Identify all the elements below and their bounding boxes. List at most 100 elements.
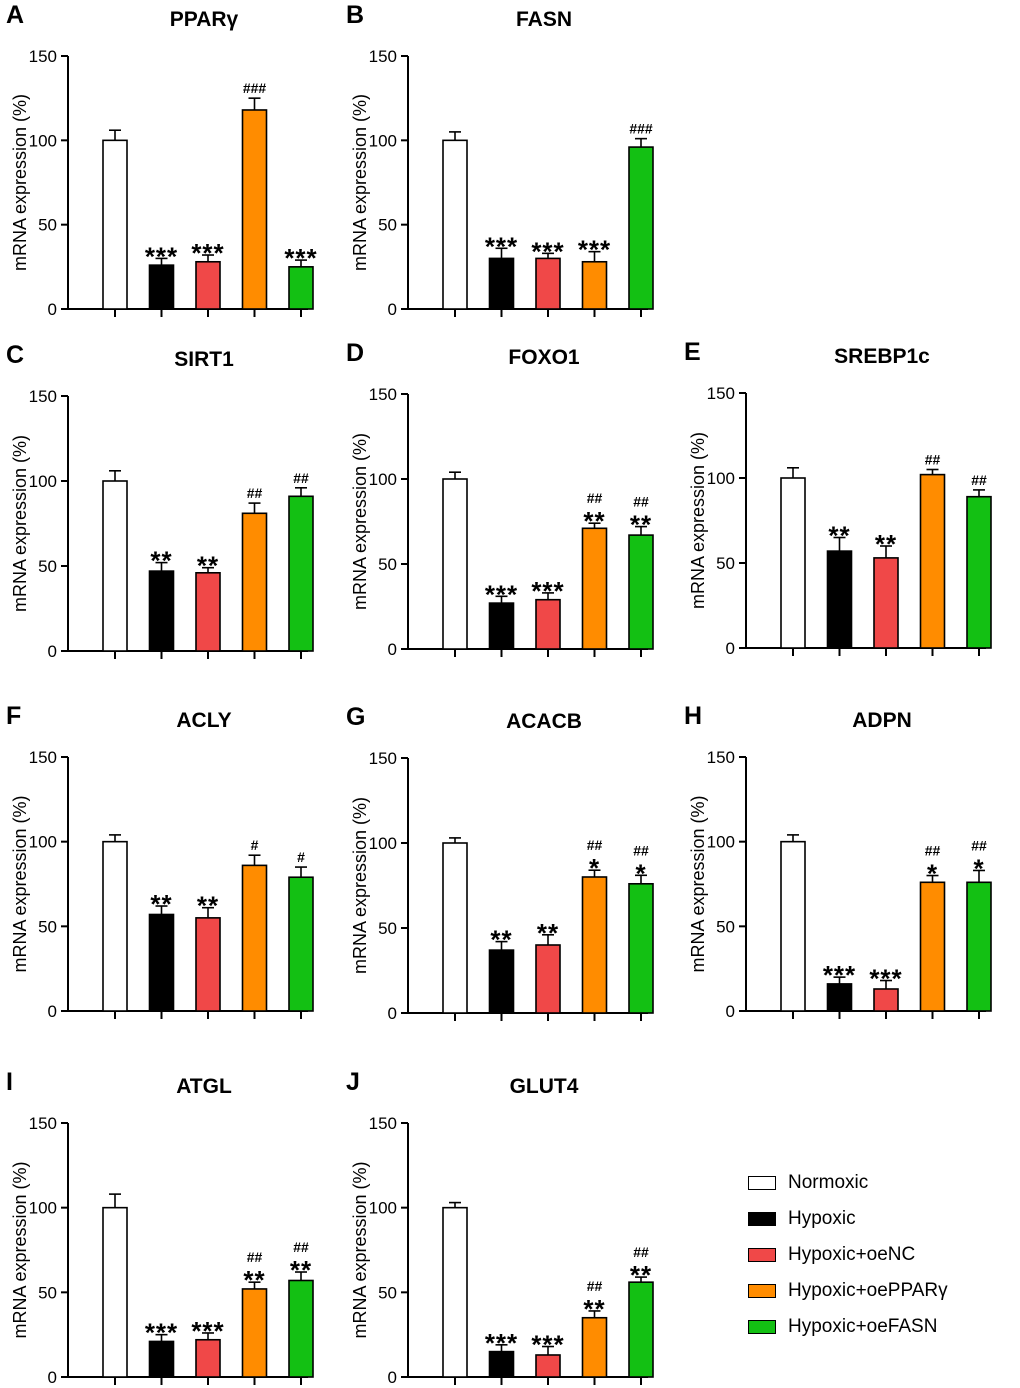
significance-stars: **	[197, 891, 219, 921]
y-axis-label: mRNA expression (%)	[10, 1161, 30, 1338]
y-tick-label: 0	[388, 1004, 397, 1023]
bar	[535, 944, 561, 1014]
y-tick-label: 100	[369, 1199, 397, 1218]
y-tick-label: 50	[38, 216, 57, 235]
bar	[442, 478, 468, 650]
significance-hashes: ##	[587, 490, 603, 506]
y-tick-label: 150	[29, 387, 57, 406]
bar	[241, 864, 268, 1012]
significance-stars: **	[150, 546, 172, 576]
significance-hashes: ###	[243, 80, 267, 96]
significance-stars: ***	[191, 1316, 224, 1346]
bar	[241, 1288, 268, 1378]
significance-hashes: ##	[925, 452, 941, 468]
y-axis-label: mRNA expression (%)	[688, 432, 708, 609]
y-tick-label: 100	[707, 469, 735, 488]
y-tick-label: 0	[388, 1368, 397, 1387]
y-axis-label: mRNA expression (%)	[350, 797, 370, 974]
bar	[628, 146, 654, 310]
bar	[628, 534, 654, 650]
bar	[535, 257, 561, 310]
bar	[628, 882, 654, 1014]
significance-stars: ***	[284, 243, 317, 273]
significance-stars: **	[243, 1265, 265, 1295]
significance-stars: ***	[531, 1330, 564, 1360]
significance-stars: *	[635, 858, 646, 888]
significance-hashes: ##	[925, 843, 941, 859]
bar	[581, 876, 608, 1014]
bar	[581, 527, 608, 650]
panel-letter: F	[6, 702, 21, 730]
panel-letter: B	[346, 1, 364, 29]
significance-hashes: ##	[293, 470, 309, 486]
y-tick-label: 0	[48, 642, 57, 661]
bar	[488, 949, 515, 1014]
bar	[919, 473, 946, 649]
bar	[826, 550, 853, 649]
bar	[288, 266, 314, 310]
y-axis-label: mRNA expression (%)	[10, 795, 30, 972]
y-axis-label: mRNA expression (%)	[10, 435, 30, 612]
significance-stars: ***	[485, 231, 518, 261]
significance-stars: **	[290, 1255, 312, 1285]
y-tick-label: 0	[48, 1002, 57, 1021]
panel-letter: D	[346, 339, 364, 367]
panel-letter: H	[684, 702, 702, 730]
bar	[535, 598, 561, 650]
panel-title: ACACB	[506, 710, 582, 733]
significance-hashes: ##	[247, 485, 263, 501]
panel-title: ACLY	[176, 709, 231, 732]
bar	[488, 1350, 515, 1378]
significance-stars: **	[630, 1260, 652, 1290]
legend-item: Normoxic	[748, 1165, 1008, 1201]
y-tick-label: 0	[726, 639, 735, 658]
bar	[488, 257, 515, 310]
significance-stars: *	[927, 859, 938, 889]
y-tick-label: 0	[48, 1368, 57, 1387]
panel-title: ADPN	[852, 709, 912, 732]
significance-stars: ***	[145, 241, 178, 271]
significance-hashes: #	[297, 849, 305, 865]
significance-stars: **	[537, 918, 559, 948]
bar	[581, 260, 608, 310]
bar	[919, 881, 946, 1012]
y-axis-label: mRNA expression (%)	[350, 1161, 370, 1338]
y-tick-label: 50	[378, 555, 397, 574]
bar	[535, 1354, 561, 1378]
y-tick-label: 100	[29, 472, 57, 491]
significance-hashes: ##	[971, 837, 987, 853]
y-tick-label: 150	[707, 384, 735, 403]
legend-swatch-oefasn	[748, 1320, 776, 1334]
y-tick-label: 0	[48, 300, 57, 319]
y-tick-label: 150	[369, 47, 397, 66]
legend-label: Hypoxic+oeFASN	[788, 1316, 938, 1337]
significance-stars: *	[589, 853, 600, 883]
y-tick-label: 0	[388, 640, 397, 659]
significance-hashes: ##	[971, 472, 987, 488]
panel-title: FOXO1	[508, 346, 580, 369]
y-tick-label: 50	[378, 216, 397, 235]
bar	[241, 512, 268, 652]
bar	[288, 876, 314, 1012]
panel-title: PPARγ	[170, 8, 239, 31]
significance-stars: **	[630, 510, 652, 540]
bar	[241, 109, 268, 310]
legend-item: Hypoxic+oePPARγ	[748, 1273, 1008, 1309]
significance-hashes: ##	[587, 1278, 603, 1294]
bar	[102, 1206, 128, 1378]
bar	[288, 495, 314, 652]
bar	[102, 840, 128, 1012]
legend-item: Hypoxic	[748, 1201, 1008, 1237]
panel-title: SREBP1c	[834, 345, 930, 368]
legend-swatch-normoxic	[748, 1176, 776, 1190]
bar	[442, 1206, 468, 1378]
y-tick-label: 0	[388, 300, 397, 319]
bar	[148, 264, 175, 310]
bar	[826, 983, 853, 1012]
y-tick-label: 0	[726, 1002, 735, 1021]
significance-stars: ***	[531, 576, 564, 606]
panel-f: F ACLY mRNA expression (%) 0 50 100 150 ** ** # #	[6, 702, 314, 1021]
